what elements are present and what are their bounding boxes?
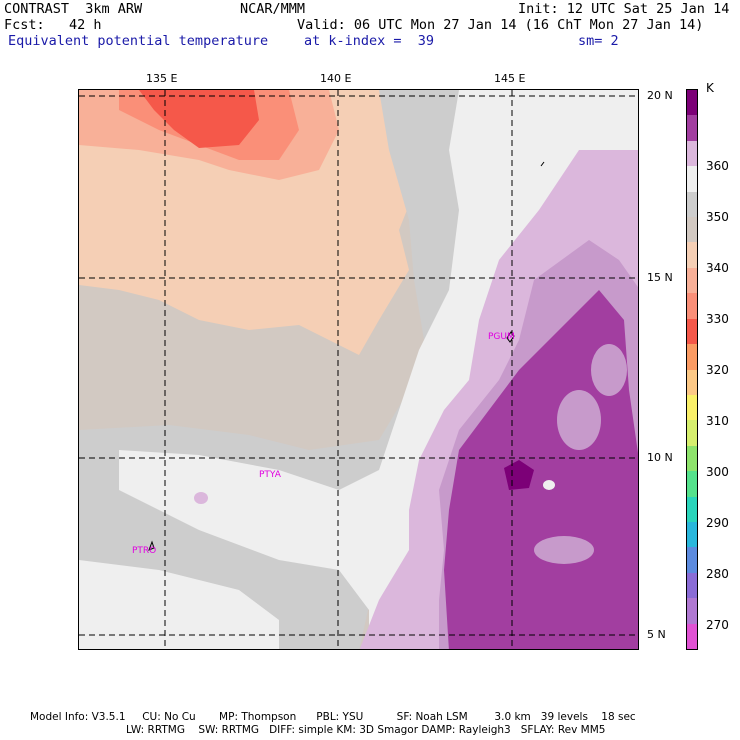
colorbar-label-300: 300: [706, 465, 729, 479]
colorbar-segment: [687, 191, 697, 218]
colorbar-segment: [687, 420, 697, 447]
theta-e-region: [444, 290, 638, 649]
valid-time: Valid: 06 UTC Mon 27 Jan 14 (16 ChT Mon …: [297, 17, 704, 33]
colorbar-segment: [687, 445, 697, 472]
colorbar-segment: [687, 90, 697, 116]
colorbar-segment: [687, 369, 697, 396]
theta-e-region: [79, 90, 419, 355]
colorbar-label-330: 330: [706, 312, 729, 326]
colorbar-unit: K: [706, 81, 714, 95]
lon-label-135: 135 E: [146, 72, 178, 85]
smoothing-label: sm= 2: [578, 33, 619, 49]
lat-lon-grid: [79, 90, 638, 649]
equivalent-potential-temperature-field: [79, 90, 638, 649]
colorbar-label-270: 270: [706, 618, 729, 632]
lat-label-20n: 20 N: [647, 89, 673, 102]
colorbar-segment: [687, 293, 697, 320]
colorbar-label-280: 280: [706, 567, 729, 581]
colorbar-segment: [687, 344, 697, 370]
colorbar-label-320: 320: [706, 363, 729, 377]
theta-e-region: [194, 492, 208, 504]
colorbar-segment: [687, 267, 697, 294]
theta-e-region: [543, 480, 555, 490]
colorbar-segment: [687, 572, 697, 599]
theta-e-region: [79, 560, 279, 649]
colorbar: [686, 89, 698, 650]
theta-e-region: [139, 90, 259, 148]
colorbar-segment: [687, 598, 697, 625]
level-label: at k-index = 39: [304, 33, 435, 49]
theta-e-region: [534, 536, 594, 564]
colorbar-segment: [687, 521, 697, 548]
model-info-line2: LW: RRTMG SW: RRTMG DIFF: simple KM: 3D …: [126, 724, 606, 736]
colorbar-segment: [687, 496, 697, 523]
colorbar-label-310: 310: [706, 414, 729, 428]
colorbar-segment: [687, 166, 697, 193]
colorbar-segment: [687, 217, 697, 243]
lat-label-5n: 5 N: [647, 628, 666, 641]
lon-label-145: 145 E: [494, 72, 526, 85]
model-info-line1: Model Info: V3.5.1 CU: No Cu MP: Thompso…: [30, 711, 636, 723]
colorbar-segment: [687, 115, 697, 142]
colorbar-segment: [687, 547, 697, 574]
forecast-hour: Fcst: 42 h: [4, 17, 102, 33]
theta-e-region: [557, 390, 601, 450]
colorbar-label-360: 360: [706, 159, 729, 173]
colorbar-label-350: 350: [706, 210, 729, 224]
colorbar-segment: [687, 471, 697, 498]
lon-label-140: 140 E: [320, 72, 352, 85]
colorbar-segment: [687, 140, 697, 167]
station-pgum: PGUM: [488, 332, 515, 342]
colorbar-segment: [687, 242, 697, 269]
coastlines: [148, 161, 545, 551]
lat-label-10n: 10 N: [647, 451, 673, 464]
lat-label-15n: 15 N: [647, 271, 673, 284]
map-panel: [78, 89, 639, 650]
colorbar-segment: [687, 394, 697, 421]
field-name: Equivalent potential temperature: [8, 33, 269, 49]
model-title: CONTRAST 3km ARW: [4, 1, 143, 17]
colorbar-segment: [687, 318, 697, 345]
colorbar-segment: [687, 623, 697, 650]
colorbar-label-340: 340: [706, 261, 729, 275]
colorbar-label-290: 290: [706, 516, 729, 530]
init-time: Init: 12 UTC Sat 25 Jan 14: [518, 1, 730, 17]
station-ptya: PTYA: [259, 470, 281, 480]
station-ptro: PTRO: [132, 546, 157, 556]
organization-label: NCAR/MMM: [240, 1, 306, 17]
theta-e-region: [591, 344, 627, 396]
